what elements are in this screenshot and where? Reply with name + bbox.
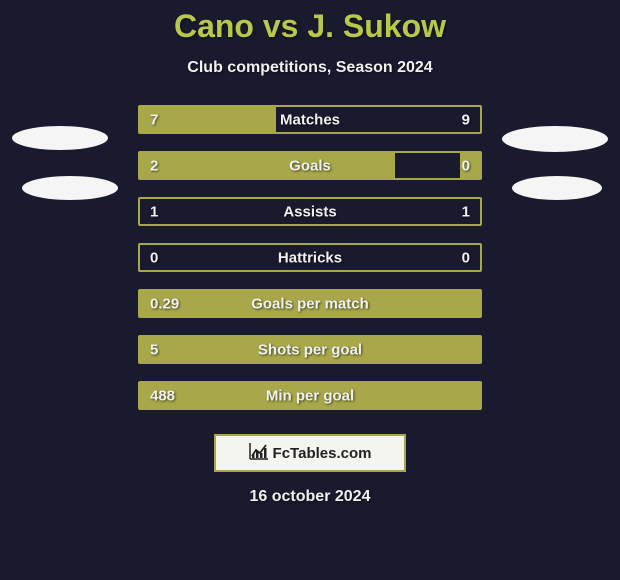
stat-label: Hattricks <box>278 249 342 266</box>
logo-text-suffix: .com <box>336 445 371 462</box>
date-label: 16 october 2024 <box>0 488 620 506</box>
stat-row: 2 0 Goals <box>138 151 482 180</box>
value-right: 0 <box>462 249 470 266</box>
value-left: 488 <box>150 387 175 404</box>
page-title: Cano vs J. Sukow <box>0 0 620 45</box>
stat-label: Assists <box>283 203 336 220</box>
value-right: 0 <box>462 157 470 174</box>
logo-box: FcTables.com <box>214 434 406 472</box>
logo-text: FcTables.com <box>273 445 372 462</box>
stat-row: 0 0 Hattricks <box>138 243 482 272</box>
value-right: 1 <box>462 203 470 220</box>
stat-label: Shots per goal <box>258 341 362 358</box>
value-left: 7 <box>150 111 158 128</box>
value-left: 1 <box>150 203 158 220</box>
value-right: 9 <box>462 111 470 128</box>
stat-row: 0.29 Goals per match <box>138 289 482 318</box>
stat-label: Goals per match <box>251 295 369 312</box>
logo-text-bold: Tables <box>290 445 336 462</box>
value-left: 0 <box>150 249 158 266</box>
logo-text-plain: Fc <box>273 445 291 462</box>
chart-icon <box>249 442 269 465</box>
stat-label: Matches <box>280 111 340 128</box>
stats-rows: 7 9 Matches 2 0 Goals 1 1 Assists 0 0 Hattricks 0.29… <box>0 105 620 410</box>
value-left: 5 <box>150 341 158 358</box>
stat-row: 488 Min per goal <box>138 381 482 410</box>
bar-left <box>140 153 395 178</box>
value-left: 2 <box>150 157 158 174</box>
stat-row: 1 1 Assists <box>138 197 482 226</box>
stat-row: 7 9 Matches <box>138 105 482 134</box>
subtitle: Club competitions, Season 2024 <box>0 59 620 77</box>
stat-label: Min per goal <box>266 387 354 404</box>
stat-row: 5 Shots per goal <box>138 335 482 364</box>
stat-label: Goals <box>289 157 331 174</box>
value-left: 0.29 <box>150 295 179 312</box>
bar-left <box>140 107 276 132</box>
